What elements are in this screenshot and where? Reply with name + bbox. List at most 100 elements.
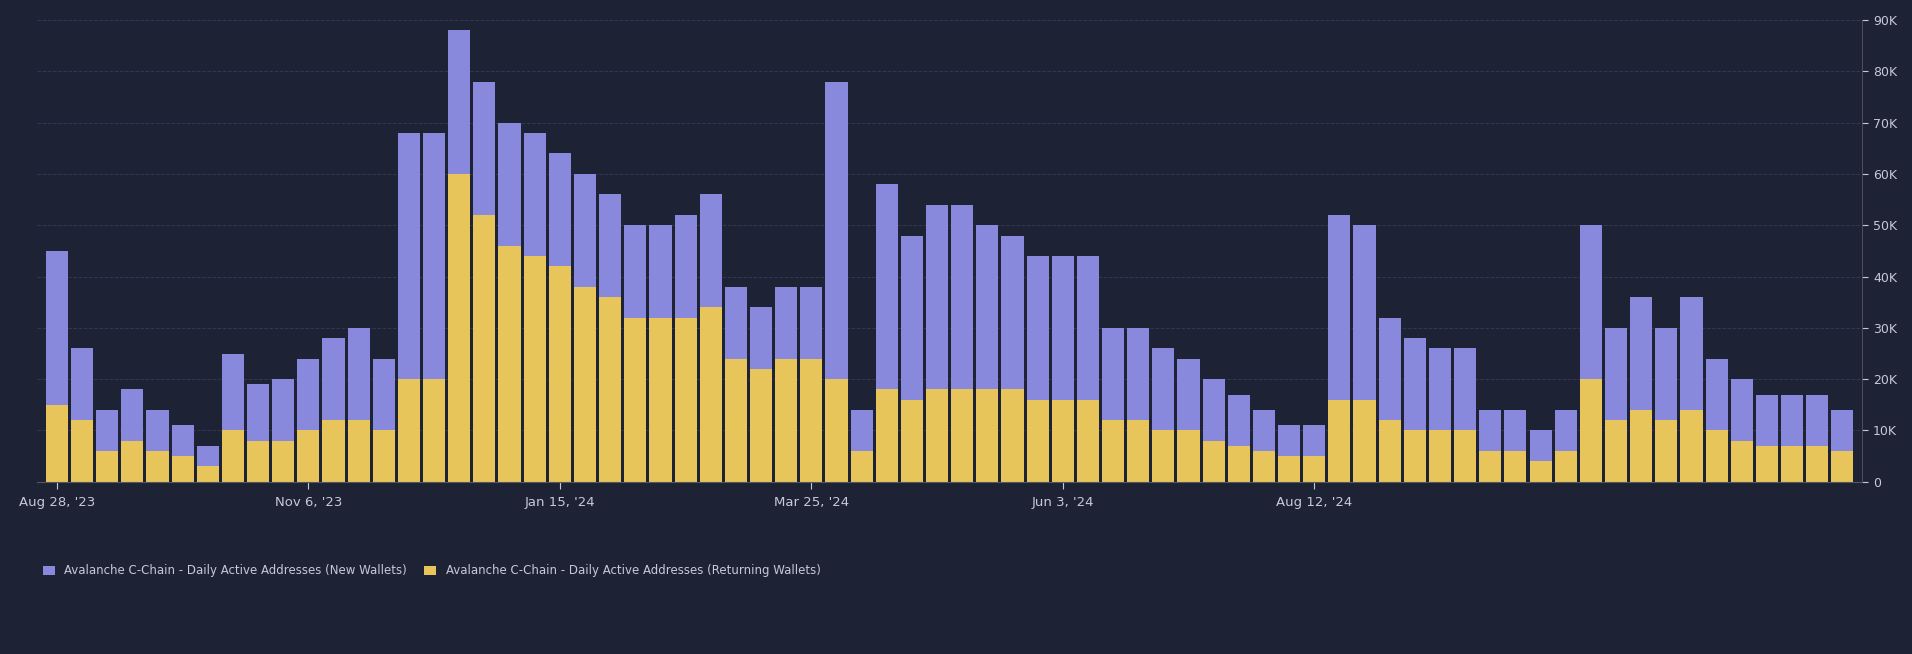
- Bar: [623, 225, 646, 318]
- Bar: [172, 456, 193, 482]
- Bar: [398, 133, 421, 379]
- Bar: [1178, 430, 1199, 482]
- Bar: [1277, 425, 1300, 456]
- Bar: [1807, 446, 1828, 482]
- Bar: [650, 225, 671, 318]
- Bar: [925, 389, 948, 482]
- Bar: [1203, 441, 1226, 482]
- Bar: [876, 389, 899, 482]
- Bar: [1505, 410, 1526, 451]
- Bar: [96, 451, 119, 482]
- Bar: [1453, 349, 1476, 430]
- Bar: [323, 338, 344, 421]
- Bar: [272, 379, 294, 441]
- Bar: [1052, 400, 1075, 482]
- Bar: [1530, 430, 1553, 461]
- Bar: [1403, 338, 1426, 430]
- Bar: [1027, 400, 1048, 482]
- Bar: [96, 410, 119, 451]
- Bar: [574, 174, 597, 287]
- Bar: [826, 82, 847, 379]
- Bar: [598, 194, 621, 297]
- Bar: [977, 389, 998, 482]
- Bar: [46, 405, 69, 482]
- Bar: [348, 328, 369, 421]
- Bar: [1228, 446, 1250, 482]
- Bar: [1304, 425, 1325, 456]
- Bar: [1228, 394, 1250, 446]
- Bar: [1277, 456, 1300, 482]
- Bar: [1379, 318, 1401, 421]
- Bar: [826, 379, 847, 482]
- Bar: [447, 174, 470, 482]
- Bar: [1530, 461, 1553, 482]
- Bar: [499, 246, 520, 482]
- Bar: [901, 400, 923, 482]
- Bar: [1453, 430, 1476, 482]
- Bar: [524, 133, 545, 256]
- Bar: [474, 82, 495, 215]
- Bar: [1554, 451, 1577, 482]
- Bar: [222, 354, 245, 430]
- Bar: [675, 215, 696, 318]
- Bar: [650, 318, 671, 482]
- Bar: [46, 251, 69, 405]
- Bar: [272, 441, 294, 482]
- Bar: [147, 410, 168, 451]
- Bar: [1505, 451, 1526, 482]
- Bar: [1178, 358, 1199, 430]
- Bar: [774, 287, 797, 358]
- Bar: [549, 266, 572, 482]
- Bar: [801, 287, 822, 358]
- Bar: [1027, 256, 1048, 400]
- Bar: [323, 421, 344, 482]
- Bar: [1706, 358, 1728, 430]
- Bar: [147, 451, 168, 482]
- Bar: [1128, 421, 1149, 482]
- Bar: [1304, 456, 1325, 482]
- Bar: [1203, 379, 1226, 441]
- Bar: [120, 389, 143, 441]
- Bar: [197, 466, 218, 482]
- Bar: [373, 358, 396, 430]
- Bar: [549, 154, 572, 266]
- Bar: [1153, 430, 1174, 482]
- Bar: [298, 358, 319, 430]
- Bar: [1101, 328, 1124, 421]
- Bar: [1101, 421, 1124, 482]
- Bar: [474, 215, 495, 482]
- Bar: [1428, 349, 1451, 430]
- Bar: [774, 358, 797, 482]
- Bar: [1631, 410, 1652, 482]
- Bar: [1780, 394, 1803, 446]
- Bar: [725, 358, 748, 482]
- Bar: [1052, 256, 1075, 400]
- Bar: [1681, 410, 1702, 482]
- Bar: [423, 379, 445, 482]
- Bar: [1252, 410, 1275, 451]
- Bar: [1480, 451, 1501, 482]
- Bar: [1579, 225, 1602, 379]
- Bar: [524, 256, 545, 482]
- Bar: [298, 430, 319, 482]
- Bar: [925, 205, 948, 389]
- Bar: [1681, 297, 1702, 410]
- Bar: [1554, 410, 1577, 451]
- Bar: [725, 287, 748, 358]
- Bar: [71, 421, 94, 482]
- Bar: [247, 385, 270, 441]
- Bar: [1329, 400, 1350, 482]
- Bar: [851, 451, 872, 482]
- Bar: [1002, 389, 1023, 482]
- Bar: [950, 389, 973, 482]
- Bar: [1354, 225, 1375, 400]
- Bar: [1631, 297, 1652, 410]
- Bar: [700, 307, 723, 482]
- Bar: [1780, 446, 1803, 482]
- Bar: [1153, 349, 1174, 430]
- Bar: [1730, 379, 1753, 441]
- Bar: [373, 430, 396, 482]
- Bar: [574, 287, 597, 482]
- Bar: [675, 318, 696, 482]
- Bar: [423, 133, 445, 379]
